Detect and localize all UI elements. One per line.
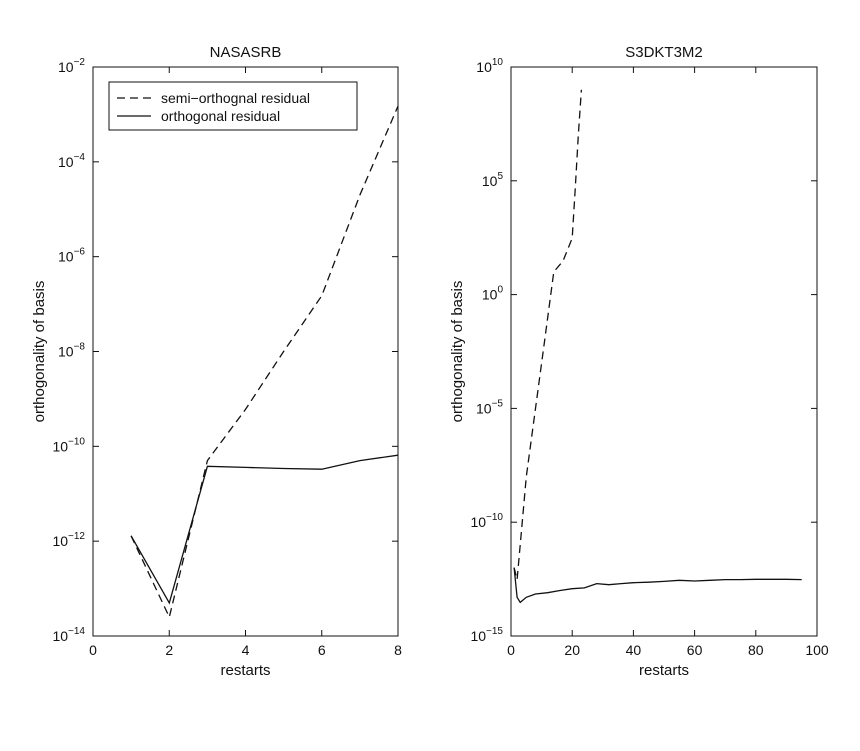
y-tick-label: 10−14 xyxy=(52,626,85,644)
y-tick-label: 100 xyxy=(482,285,504,303)
x-tick-label: 60 xyxy=(687,642,703,658)
x-axis-label: restarts xyxy=(639,662,689,679)
y-tick-label: 10−8 xyxy=(58,342,85,360)
y-tick-label: 10−10 xyxy=(52,436,85,454)
legend-box xyxy=(108,81,358,131)
chart-1: NASASRB 0 2 4 6 8 10−2 10−4 10−6 10−8 10−10 10−12 10… xyxy=(31,44,402,679)
y-tick-label: 10−10 xyxy=(470,512,503,530)
series-line-dashed xyxy=(130,105,398,620)
legend-entry-label: orthogonal residual xyxy=(161,108,280,124)
y-tick-label: 10−12 xyxy=(52,531,85,549)
x-tick-label: 0 xyxy=(507,642,515,658)
x-tick-label: 2 xyxy=(165,642,173,658)
y-axis-label: orthogonality of basis xyxy=(31,281,48,423)
x-tick-label: 8 xyxy=(394,642,402,658)
series-line-solid xyxy=(130,454,398,605)
legend: semi−orthognal residual orthogonal residu… xyxy=(108,81,358,131)
y-tick-label: 1010 xyxy=(476,57,503,75)
x-tick-label: 4 xyxy=(242,642,250,658)
series-line-solid xyxy=(513,567,802,604)
y-tick-label: 10−4 xyxy=(58,152,85,170)
y-axis-label: orthogonality of basis xyxy=(449,281,466,423)
y-tick-label: 10−5 xyxy=(476,398,503,416)
y-tick-label: 10−2 xyxy=(58,57,85,75)
x-tick-label: 40 xyxy=(626,642,642,658)
plot-frame xyxy=(510,66,818,637)
x-tick-label: 6 xyxy=(318,642,326,658)
x-tick-label: 100 xyxy=(805,642,829,658)
x-tick-label: 0 xyxy=(89,642,97,658)
chart-title: NASASRB xyxy=(210,44,282,61)
x-axis-label: restarts xyxy=(220,662,270,679)
chart-title: S3DKT3M2 xyxy=(625,44,703,61)
chart-2: S3DKT3M2 0 20 40 60 80 100 1010 105 100 10−5 10−10 1… xyxy=(449,44,829,679)
x-tick-label: 20 xyxy=(564,642,580,658)
y-tick-label: 10−15 xyxy=(470,626,503,644)
legend-entry-label: semi−orthognal residual xyxy=(161,90,310,106)
x-tick-label: 80 xyxy=(748,642,764,658)
series-line-dashed xyxy=(513,89,583,580)
y-tick-label: 10−6 xyxy=(58,247,85,265)
y-tick-label: 105 xyxy=(482,171,504,189)
